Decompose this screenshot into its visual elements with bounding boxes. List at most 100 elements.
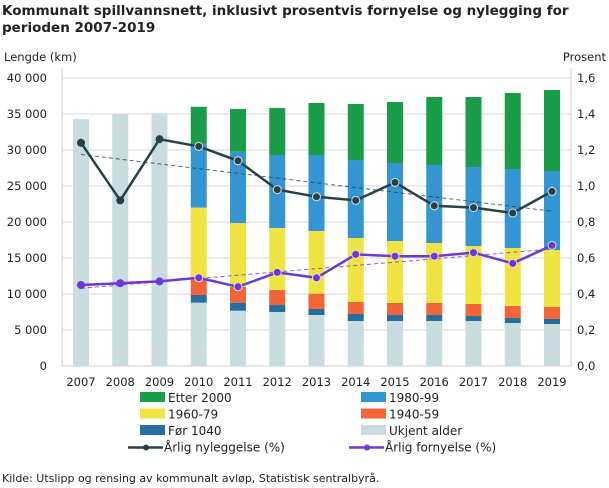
bar-segment — [426, 303, 443, 316]
bar-segment — [347, 237, 364, 302]
y-tick-left: 10 000 — [7, 287, 47, 301]
line-point — [77, 138, 85, 147]
bar-segment — [190, 295, 207, 303]
bar-segment — [504, 247, 521, 307]
legend-label: 1960-79 — [168, 408, 218, 422]
x-tick: 2018 — [498, 375, 527, 389]
legend-label: Årlig fornyelse (%) — [385, 440, 496, 455]
bar-segment — [190, 207, 207, 280]
bar-segment — [544, 90, 560, 172]
y-tick-right: 0,4 — [577, 287, 595, 301]
bar-segment — [230, 108, 246, 152]
y-tick-right: 0,8 — [577, 215, 595, 229]
x-tick: 2011 — [223, 375, 252, 389]
bar-segment — [230, 151, 246, 224]
legend-swatch — [361, 392, 386, 402]
bar-segment — [465, 97, 482, 167]
bar-segment — [504, 306, 521, 318]
line-point — [272, 267, 282, 277]
bar-segment — [544, 250, 560, 308]
x-tick: 2007 — [66, 375, 95, 389]
y-axis-label-right: Prosent — [563, 50, 607, 64]
line-point — [390, 177, 400, 187]
y-tick-left: 40 000 — [7, 71, 47, 85]
line-point — [116, 196, 125, 205]
legend-label: Før 1040 — [168, 424, 222, 438]
x-tick: 2008 — [106, 375, 135, 389]
line-point — [351, 249, 361, 259]
line-point — [155, 135, 164, 144]
bar-segment — [347, 321, 364, 366]
bar-segment — [504, 317, 521, 324]
bar-segment — [112, 114, 129, 366]
y-tick-left: 30 000 — [7, 143, 47, 157]
bar-segment — [426, 321, 443, 366]
line-point — [155, 277, 164, 286]
line-point — [77, 281, 85, 289]
bar-segment — [544, 307, 560, 319]
bar-segment — [308, 293, 325, 309]
bar-segment — [465, 245, 482, 305]
source-note: Kilde: Utslipp og rensing av kommunalt a… — [2, 472, 380, 485]
bar-segment — [308, 308, 325, 316]
y-tick-right: 1,0 — [577, 179, 595, 193]
y-tick-left: 5 000 — [14, 323, 47, 337]
bar-segment — [544, 171, 560, 251]
x-tick: 2014 — [341, 375, 370, 389]
y-tick-left: 20 000 — [7, 215, 47, 229]
legend-label: Årlig nyleggelse (%) — [164, 440, 285, 455]
bar-segment — [73, 119, 89, 366]
chart-title: Kommunalt spillvannsnett, inklusivt pros… — [2, 3, 569, 36]
line-point — [194, 141, 204, 151]
bar-segment — [504, 92, 521, 170]
y-tick-right: 0,2 — [577, 323, 595, 337]
bar-segment — [387, 163, 403, 242]
bar-segment — [347, 314, 364, 321]
legend-marker — [143, 444, 149, 451]
bar-segment — [308, 231, 325, 294]
x-tick: 2013 — [302, 375, 331, 389]
y-tick-right: 1,6 — [577, 71, 595, 85]
legend-swatch — [140, 408, 165, 419]
y-tick-left: 35 000 — [7, 107, 47, 121]
line-point — [351, 195, 361, 205]
y-axis-label-left: Lengde (km) — [4, 50, 77, 64]
y-tick-left: 15 000 — [7, 251, 47, 265]
x-tick: 2010 — [184, 375, 213, 389]
legend-label: Etter 2000 — [168, 391, 232, 405]
y-tick-right: 0,6 — [577, 251, 595, 265]
legend-label: 1940-59 — [389, 408, 439, 422]
y-tick-left: 25 000 — [7, 179, 47, 193]
bar-segment — [151, 113, 168, 366]
x-tick: 2017 — [459, 375, 488, 389]
legend-swatch — [361, 425, 386, 435]
line-point — [272, 185, 282, 195]
legend-swatch — [140, 392, 165, 402]
line-point — [429, 251, 439, 261]
y-tick-left: 0 — [40, 359, 47, 373]
bar-segment — [426, 97, 443, 165]
x-tick: 2019 — [537, 375, 566, 389]
line-point — [508, 258, 518, 268]
legend-label: Ukjent alder — [389, 424, 462, 438]
bar-segment — [230, 302, 246, 311]
y-tick-right: 1,4 — [577, 107, 595, 121]
bar-segment — [504, 323, 521, 366]
bar-segment — [269, 312, 286, 366]
bar-segment — [308, 315, 325, 366]
bar-segment — [465, 316, 482, 321]
line-point — [312, 273, 321, 283]
bar-segment — [347, 301, 364, 315]
legend-swatch — [140, 425, 165, 435]
legend-label: 1980-99 — [389, 391, 439, 405]
bar-segment — [269, 289, 286, 306]
bar-segment — [544, 318, 560, 325]
line-point — [312, 192, 321, 202]
bar-segment — [269, 107, 286, 156]
x-tick: 2009 — [145, 375, 174, 389]
bar-segment — [544, 324, 560, 366]
line-point — [233, 282, 243, 292]
bar-segment — [347, 103, 364, 161]
line-point — [116, 279, 125, 288]
chart: 0 5 000 10 000 15 000 20 000 25 000 30 000 35 0… — [4, 50, 607, 455]
